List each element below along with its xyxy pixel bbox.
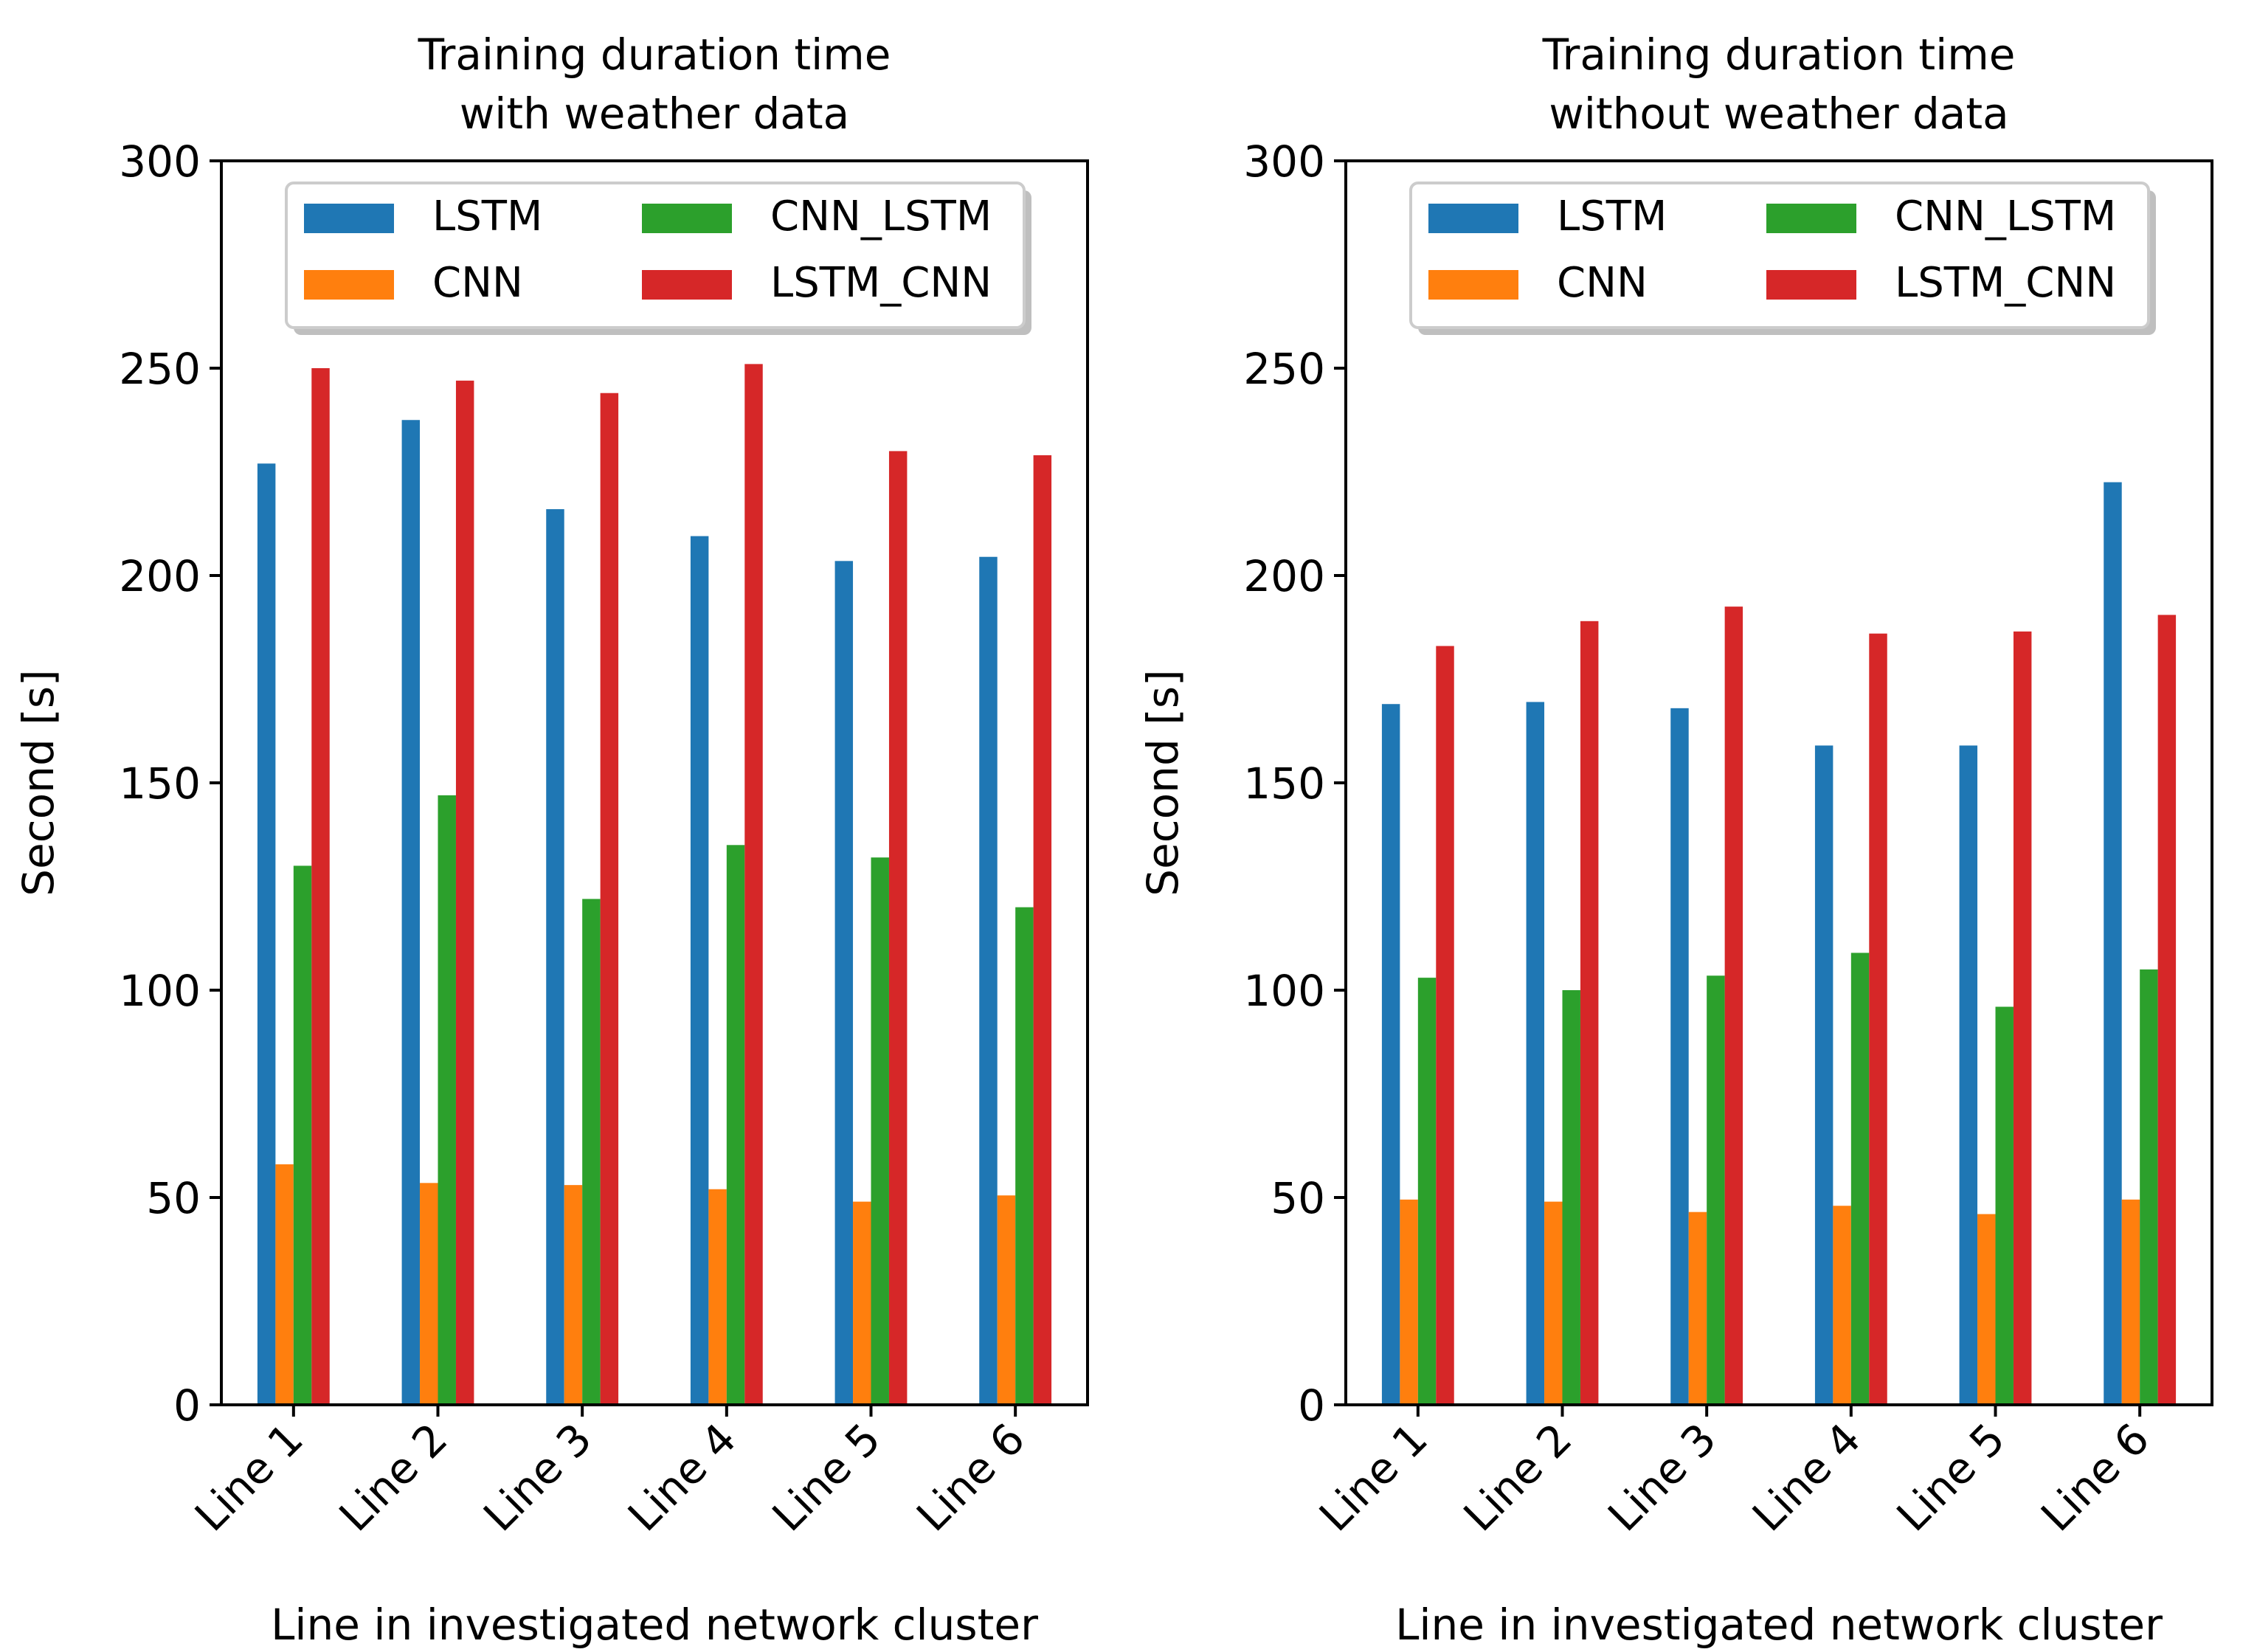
bar-lstm-cnn-line-4 — [744, 364, 763, 1405]
legend-swatch-cnn — [304, 270, 394, 300]
legend-box — [1409, 182, 2150, 329]
legend-swatch-cnn-lstm — [1766, 204, 1856, 233]
bar-lstm-line-4 — [690, 536, 709, 1405]
legend-label-lstm-cnn: LSTM_CNN — [1895, 259, 2116, 307]
bar-cnn-lstm-line-2 — [438, 795, 456, 1405]
bar-cnn-line-6 — [2121, 1199, 2140, 1405]
y-tick-label: 300 — [119, 136, 201, 187]
bar-lstm-line-2 — [1526, 702, 1545, 1405]
legend-swatch-lstm-cnn — [1766, 270, 1856, 300]
bar-lstm-line-5 — [1959, 745, 1978, 1405]
legend-label-cnn-lstm: CNN_LSTM — [770, 193, 992, 241]
bar-cnn-lstm-line-5 — [1995, 1006, 2014, 1405]
bar-cnn-line-1 — [1400, 1199, 1418, 1405]
y-tick-label: 50 — [1271, 1173, 1325, 1223]
y-tick-label: 200 — [119, 551, 201, 601]
bar-lstm-cnn-line-1 — [1436, 646, 1454, 1405]
bar-lstm-line-6 — [979, 556, 998, 1406]
bar-cnn-line-1 — [275, 1164, 294, 1405]
bar-lstm-cnn-line-5 — [888, 451, 908, 1405]
legend-label-lstm-cnn: LSTM_CNN — [770, 259, 992, 307]
legend-swatch-lstm — [1428, 204, 1518, 233]
legend-swatch-lstm — [304, 204, 394, 233]
bar-cnn-lstm-line-5 — [871, 857, 889, 1405]
bar-lstm-cnn-line-4 — [1869, 633, 1887, 1406]
bar-lstm-line-1 — [1381, 704, 1400, 1405]
y-tick-label: 300 — [1243, 136, 1325, 187]
bar-cnn-lstm-line-4 — [1850, 953, 1870, 1405]
y-tick-label: 50 — [146, 1173, 201, 1223]
bar-cnn-line-4 — [1833, 1206, 1851, 1405]
bar-cnn-line-3 — [564, 1185, 583, 1405]
bar-lstm-cnn-line-2 — [455, 380, 474, 1405]
bar-lstm-cnn-line-1 — [311, 368, 330, 1405]
y-axis-label: Second [s] — [1138, 669, 1188, 896]
bar-cnn-lstm-line-2 — [1562, 990, 1580, 1405]
bar-cnn-lstm-line-6 — [2140, 969, 2158, 1405]
x-axis-label: Line in investigated network cluster — [1395, 1600, 2163, 1650]
y-tick-label: 0 — [173, 1380, 201, 1431]
chart-title-line: Training duration time — [418, 30, 891, 80]
y-tick-label: 150 — [119, 758, 201, 809]
bar-lstm-line-4 — [1814, 745, 1833, 1405]
y-tick-label: 0 — [1298, 1380, 1325, 1431]
bar-lstm-line-3 — [1670, 708, 1689, 1405]
legend-label-cnn-lstm: CNN_LSTM — [1895, 193, 2116, 241]
bar-cnn-line-2 — [420, 1183, 438, 1405]
legend-label-lstm: LSTM — [1557, 193, 1667, 241]
bar-cnn-lstm-line-3 — [582, 899, 601, 1405]
legend-box — [285, 182, 1026, 329]
chart-title-line: Training duration time — [1542, 30, 2016, 80]
bar-cnn-line-3 — [1688, 1212, 1707, 1405]
bar-cnn-lstm-line-1 — [1417, 978, 1437, 1405]
y-tick-label: 100 — [119, 966, 201, 1016]
legend-swatch-cnn — [1428, 270, 1518, 300]
bar-cnn-line-2 — [1544, 1201, 1563, 1405]
bar-cnn-lstm-line-4 — [726, 845, 745, 1405]
bar-cnn-line-5 — [1977, 1214, 1996, 1405]
bar-cnn-lstm-line-3 — [1707, 975, 1725, 1405]
chart-title-line: with weather data — [460, 89, 849, 139]
legend-label-cnn: CNN — [1557, 259, 1648, 307]
y-tick-label: 250 — [119, 344, 201, 394]
y-tick-label: 200 — [1243, 551, 1325, 601]
bar-cnn-lstm-line-6 — [1015, 907, 1034, 1405]
bar-lstm-line-3 — [546, 509, 564, 1405]
bar-lstm-line-6 — [2104, 482, 2122, 1405]
bar-lstm-line-1 — [257, 463, 276, 1405]
bar-lstm-cnn-line-2 — [1580, 621, 1599, 1405]
bar-lstm-line-5 — [834, 561, 854, 1405]
legend-swatch-cnn-lstm — [642, 204, 732, 233]
bar-cnn-line-5 — [853, 1201, 871, 1405]
bar-cnn-line-6 — [997, 1195, 1016, 1405]
legend-label-cnn: CNN — [432, 259, 523, 307]
legend-label-lstm: LSTM — [432, 193, 542, 241]
bar-cnn-lstm-line-1 — [293, 865, 312, 1405]
bar-lstm-line-2 — [401, 420, 421, 1405]
legend-swatch-lstm-cnn — [642, 270, 732, 300]
bar-cnn-line-4 — [708, 1189, 727, 1405]
y-axis-label: Second [s] — [13, 669, 63, 896]
y-tick-label: 100 — [1243, 966, 1325, 1016]
y-tick-label: 250 — [1243, 344, 1325, 394]
bar-lstm-cnn-line-3 — [600, 393, 619, 1405]
bar-lstm-cnn-line-6 — [2157, 615, 2177, 1405]
bar-lstm-cnn-line-5 — [2013, 631, 2032, 1405]
y-tick-label: 150 — [1243, 758, 1325, 809]
chart-title-line: without weather data — [1549, 89, 2008, 139]
bar-lstm-cnn-line-3 — [1724, 606, 1743, 1405]
bar-lstm-cnn-line-6 — [1033, 455, 1052, 1405]
x-axis-label: Line in investigated network cluster — [271, 1600, 1038, 1650]
